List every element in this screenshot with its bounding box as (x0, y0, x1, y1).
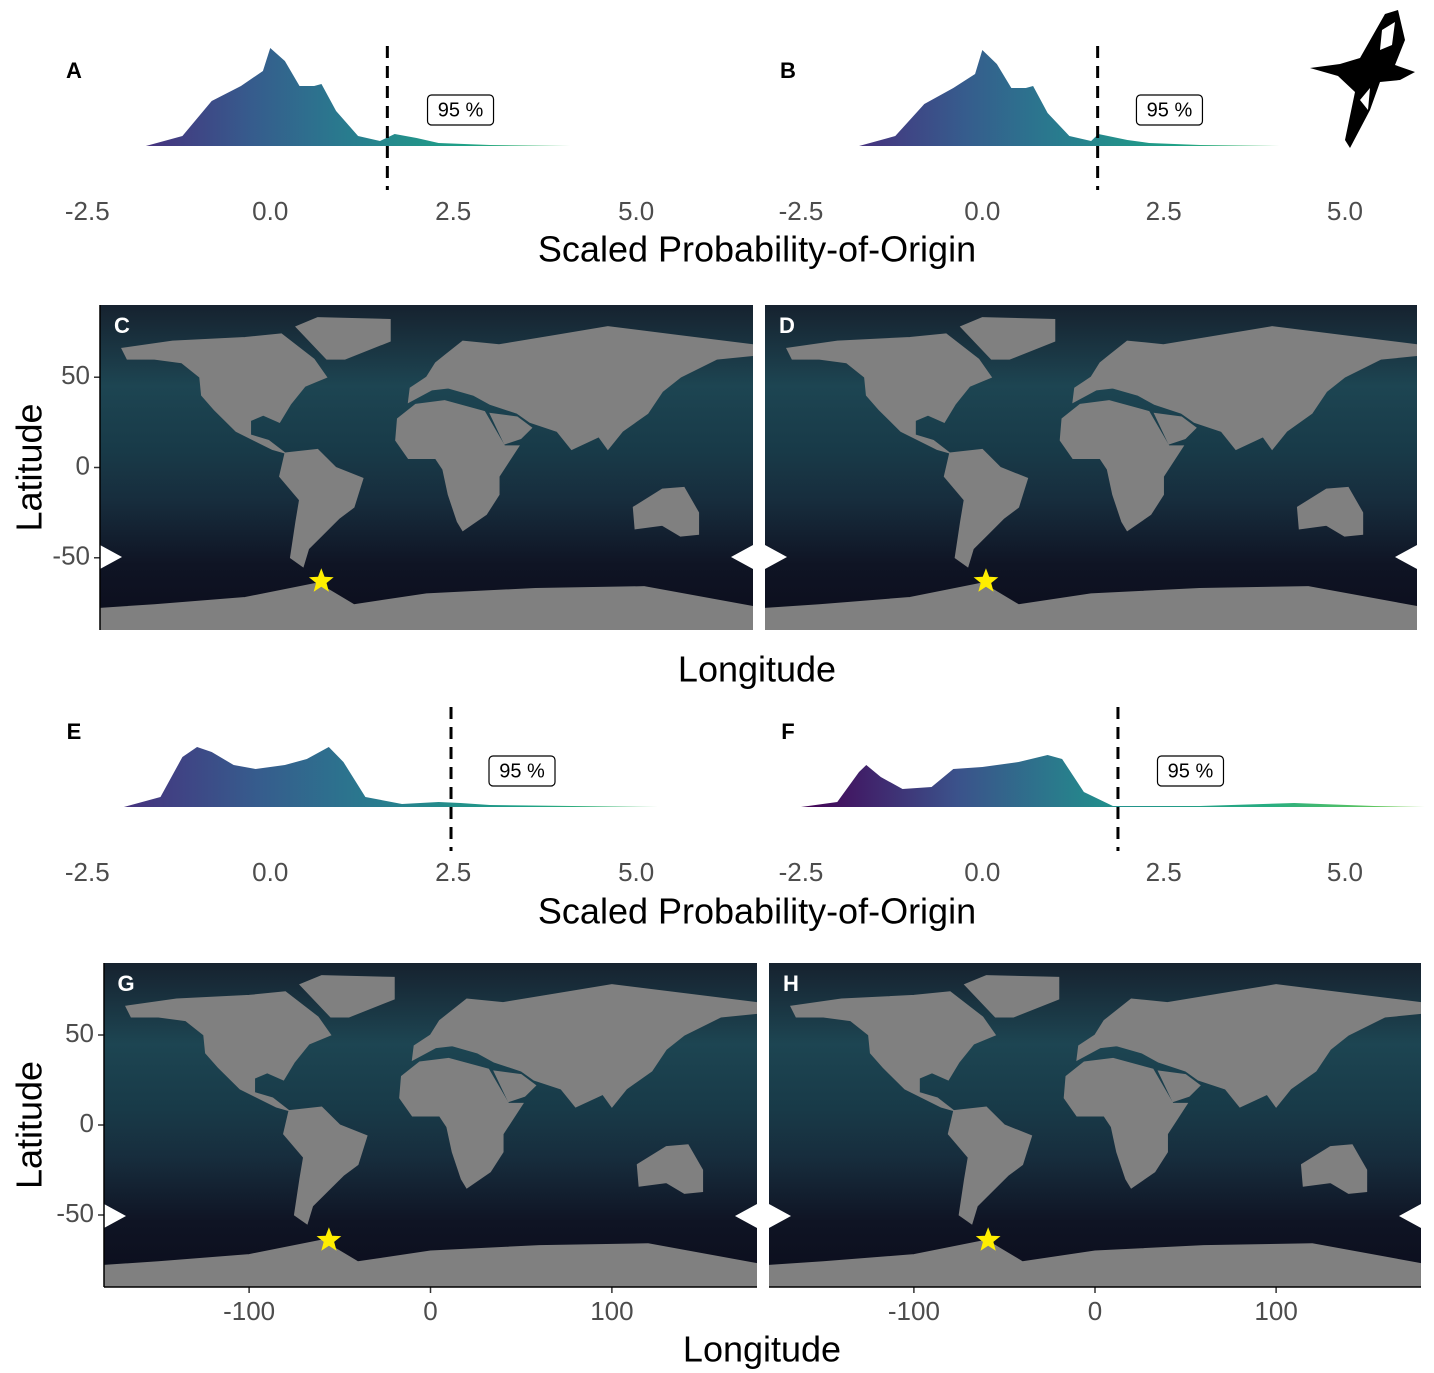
x-tick-label: 100 (1254, 1296, 1297, 1326)
map-body (104, 963, 757, 1287)
x-tick-label: 0 (423, 1296, 437, 1326)
y-tick-label: -50 (52, 541, 90, 571)
panel-label: F (781, 719, 794, 744)
x-tick-label: 5.0 (1327, 857, 1363, 887)
annotation: 95 % (499, 760, 545, 782)
map-body (100, 305, 753, 630)
x-tick-label: 2.5 (1146, 196, 1182, 226)
panel-label: B (780, 58, 796, 83)
x-tick-label: 2.5 (435, 196, 471, 226)
x-axis-title: Scaled Probability-of-Origin (538, 229, 976, 270)
panel-label: D (779, 313, 795, 338)
x-tick-label: -100 (888, 1296, 940, 1326)
panel-label: A (66, 58, 82, 83)
density-area (801, 755, 1425, 807)
panel-label: G (117, 971, 134, 996)
annotation: 95 % (438, 99, 484, 121)
x-tick-label: 5.0 (618, 857, 654, 887)
annotation: 95 % (1147, 99, 1193, 121)
y-axis-title: Latitude (9, 403, 50, 531)
x-tick-label: 0.0 (964, 857, 1000, 887)
x-tick-label: 2.5 (1146, 857, 1182, 887)
x-tick-label: 0.0 (964, 196, 1000, 226)
x-axis-title: Longitude (683, 1329, 841, 1370)
x-tick-label: -100 (223, 1296, 275, 1326)
panel-label: E (67, 719, 82, 744)
y-tick-label: 50 (65, 1018, 94, 1048)
x-tick-label: 0.0 (252, 857, 288, 887)
x-tick-label: 0.0 (252, 196, 288, 226)
map-body (765, 305, 1417, 630)
y-axis-title: Latitude (9, 1061, 50, 1189)
density-area (859, 50, 1280, 146)
x-tick-label: 5.0 (1327, 196, 1363, 226)
y-tick-label: 0 (76, 450, 90, 480)
x-tick-label: 100 (590, 1296, 633, 1326)
density-area (124, 747, 658, 807)
figure: 95 % -2.5 0.0 2.5 5.0 A Scaled Probability-of-… (0, 0, 1434, 1373)
bird-icon (1310, 10, 1415, 148)
x-tick-label: -2.5 (779, 196, 824, 226)
x-tick-label: 5.0 (618, 196, 654, 226)
x-tick-label: 2.5 (435, 857, 471, 887)
density-area (146, 48, 570, 146)
annotation: 95 % (1168, 760, 1214, 782)
y-tick-label: 50 (61, 360, 90, 390)
x-axis-title: Scaled Probability-of-Origin (538, 891, 976, 932)
y-tick-label: -50 (56, 1198, 94, 1228)
x-tick-label: 0 (1088, 1296, 1102, 1326)
x-tick-label: -2.5 (779, 857, 824, 887)
x-tick-label: -2.5 (65, 857, 110, 887)
map-body (769, 963, 1421, 1287)
panel-label: C (114, 313, 130, 338)
panel-label: H (783, 971, 799, 996)
x-axis-title: Longitude (678, 649, 836, 690)
y-tick-label: 0 (80, 1108, 94, 1138)
x-tick-label: -2.5 (65, 196, 110, 226)
